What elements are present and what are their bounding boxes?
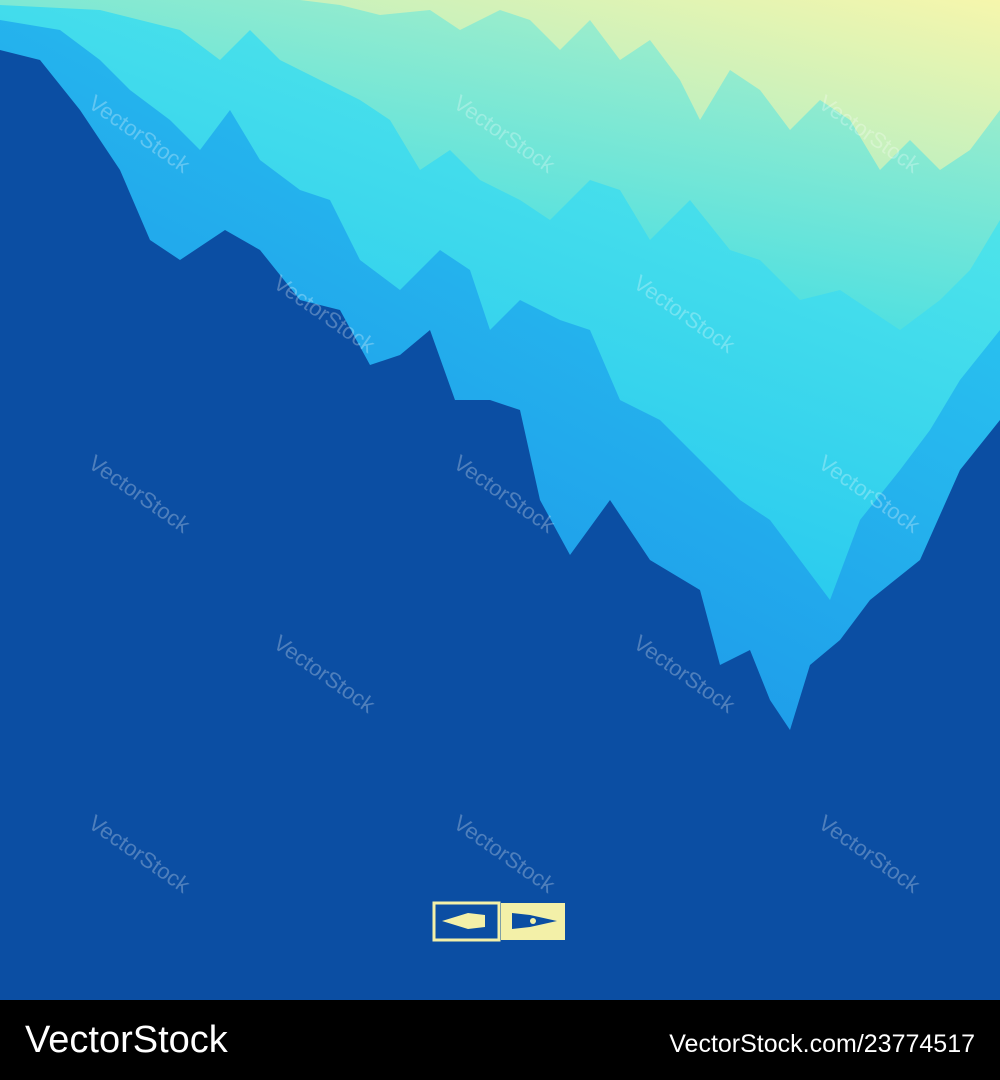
footer-bar [0,1000,1000,1080]
logo [432,901,565,942]
footer-id: VectorStock.com/23774517 [669,1030,975,1058]
footer-brand: VectorStock [25,1019,229,1061]
layer-yellow [300,0,1000,170]
